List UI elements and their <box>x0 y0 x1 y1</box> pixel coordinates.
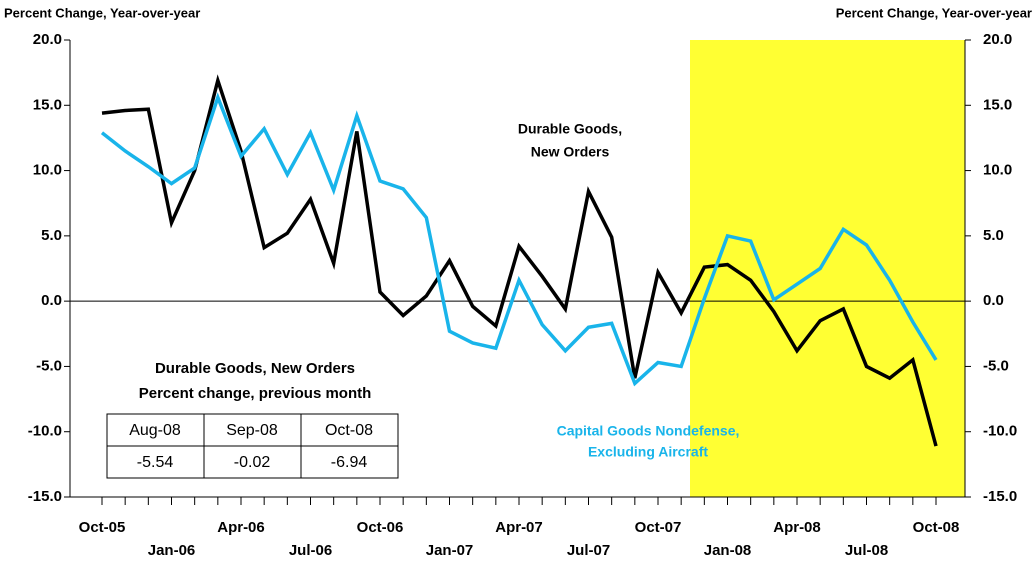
x-tick-label: Jul-07 <box>567 542 610 559</box>
x-tick-label: Jul-08 <box>845 542 888 559</box>
table-cell: -0.02 <box>234 454 271 471</box>
y2-tick-label: 10.0 <box>983 162 1012 179</box>
x-tick-label: Apr-07 <box>495 519 543 536</box>
series-line <box>100 92 938 387</box>
series-line <box>101 74 938 447</box>
table-cell: -5.54 <box>137 454 174 471</box>
x-tick-label: Apr-08 <box>773 519 821 536</box>
table-cell: -6.94 <box>331 454 368 471</box>
annotation: New Orders <box>531 144 610 160</box>
x-tick-label: Jan-07 <box>426 542 474 559</box>
table-title: Percent change, previous month <box>139 385 372 402</box>
table-header: Oct-08 <box>325 422 373 439</box>
y2-axis-label: Percent Change, Year-over-year <box>836 5 1032 20</box>
y2-tick-label: -10.0 <box>983 423 1017 440</box>
inset-table: Durable Goods, New Orders Percent change… <box>106 360 399 479</box>
y2-tick-label: 0.0 <box>983 292 1004 309</box>
x-tick-label: Oct-05 <box>79 519 126 536</box>
annotation: Capital Goods Nondefense, <box>557 423 740 439</box>
y2-tick-label: -5.0 <box>983 357 1009 374</box>
y2-tick-label: 15.0 <box>983 96 1012 113</box>
y-tick-label: 20.0 <box>33 31 62 48</box>
annotation: Durable Goods, <box>518 121 622 137</box>
y-tick-label: -5.0 <box>36 357 62 374</box>
y-tick-label: -10.0 <box>28 423 62 440</box>
x-tick-label: Oct-08 <box>913 519 960 536</box>
annotation: Excluding Aircraft <box>588 444 708 460</box>
table-header: Sep-08 <box>226 422 278 439</box>
y-tick-label: 0.0 <box>41 292 62 309</box>
x-tick-label: Apr-06 <box>217 519 265 536</box>
x-tick-label: Jan-08 <box>704 542 752 559</box>
x-tick-label: Jul-06 <box>289 542 332 559</box>
y-axis-label: Percent Change, Year-over-year <box>4 5 200 20</box>
y-tick-label: 15.0 <box>33 96 62 113</box>
x-tick-label: Oct-06 <box>357 519 404 536</box>
y-tick-label: -15.0 <box>28 488 62 505</box>
y-tick-label: 5.0 <box>41 227 62 244</box>
y2-tick-label: 5.0 <box>983 227 1004 244</box>
x-tick-label: Jan-06 <box>148 542 196 559</box>
table-title: Durable Goods, New Orders <box>155 360 355 377</box>
table-header: Aug-08 <box>129 422 181 439</box>
y2-tick-label: 20.0 <box>983 31 1012 48</box>
y2-tick-label: -15.0 <box>983 488 1017 505</box>
y-tick-label: 10.0 <box>33 162 62 179</box>
x-tick-label: Oct-07 <box>635 519 682 536</box>
